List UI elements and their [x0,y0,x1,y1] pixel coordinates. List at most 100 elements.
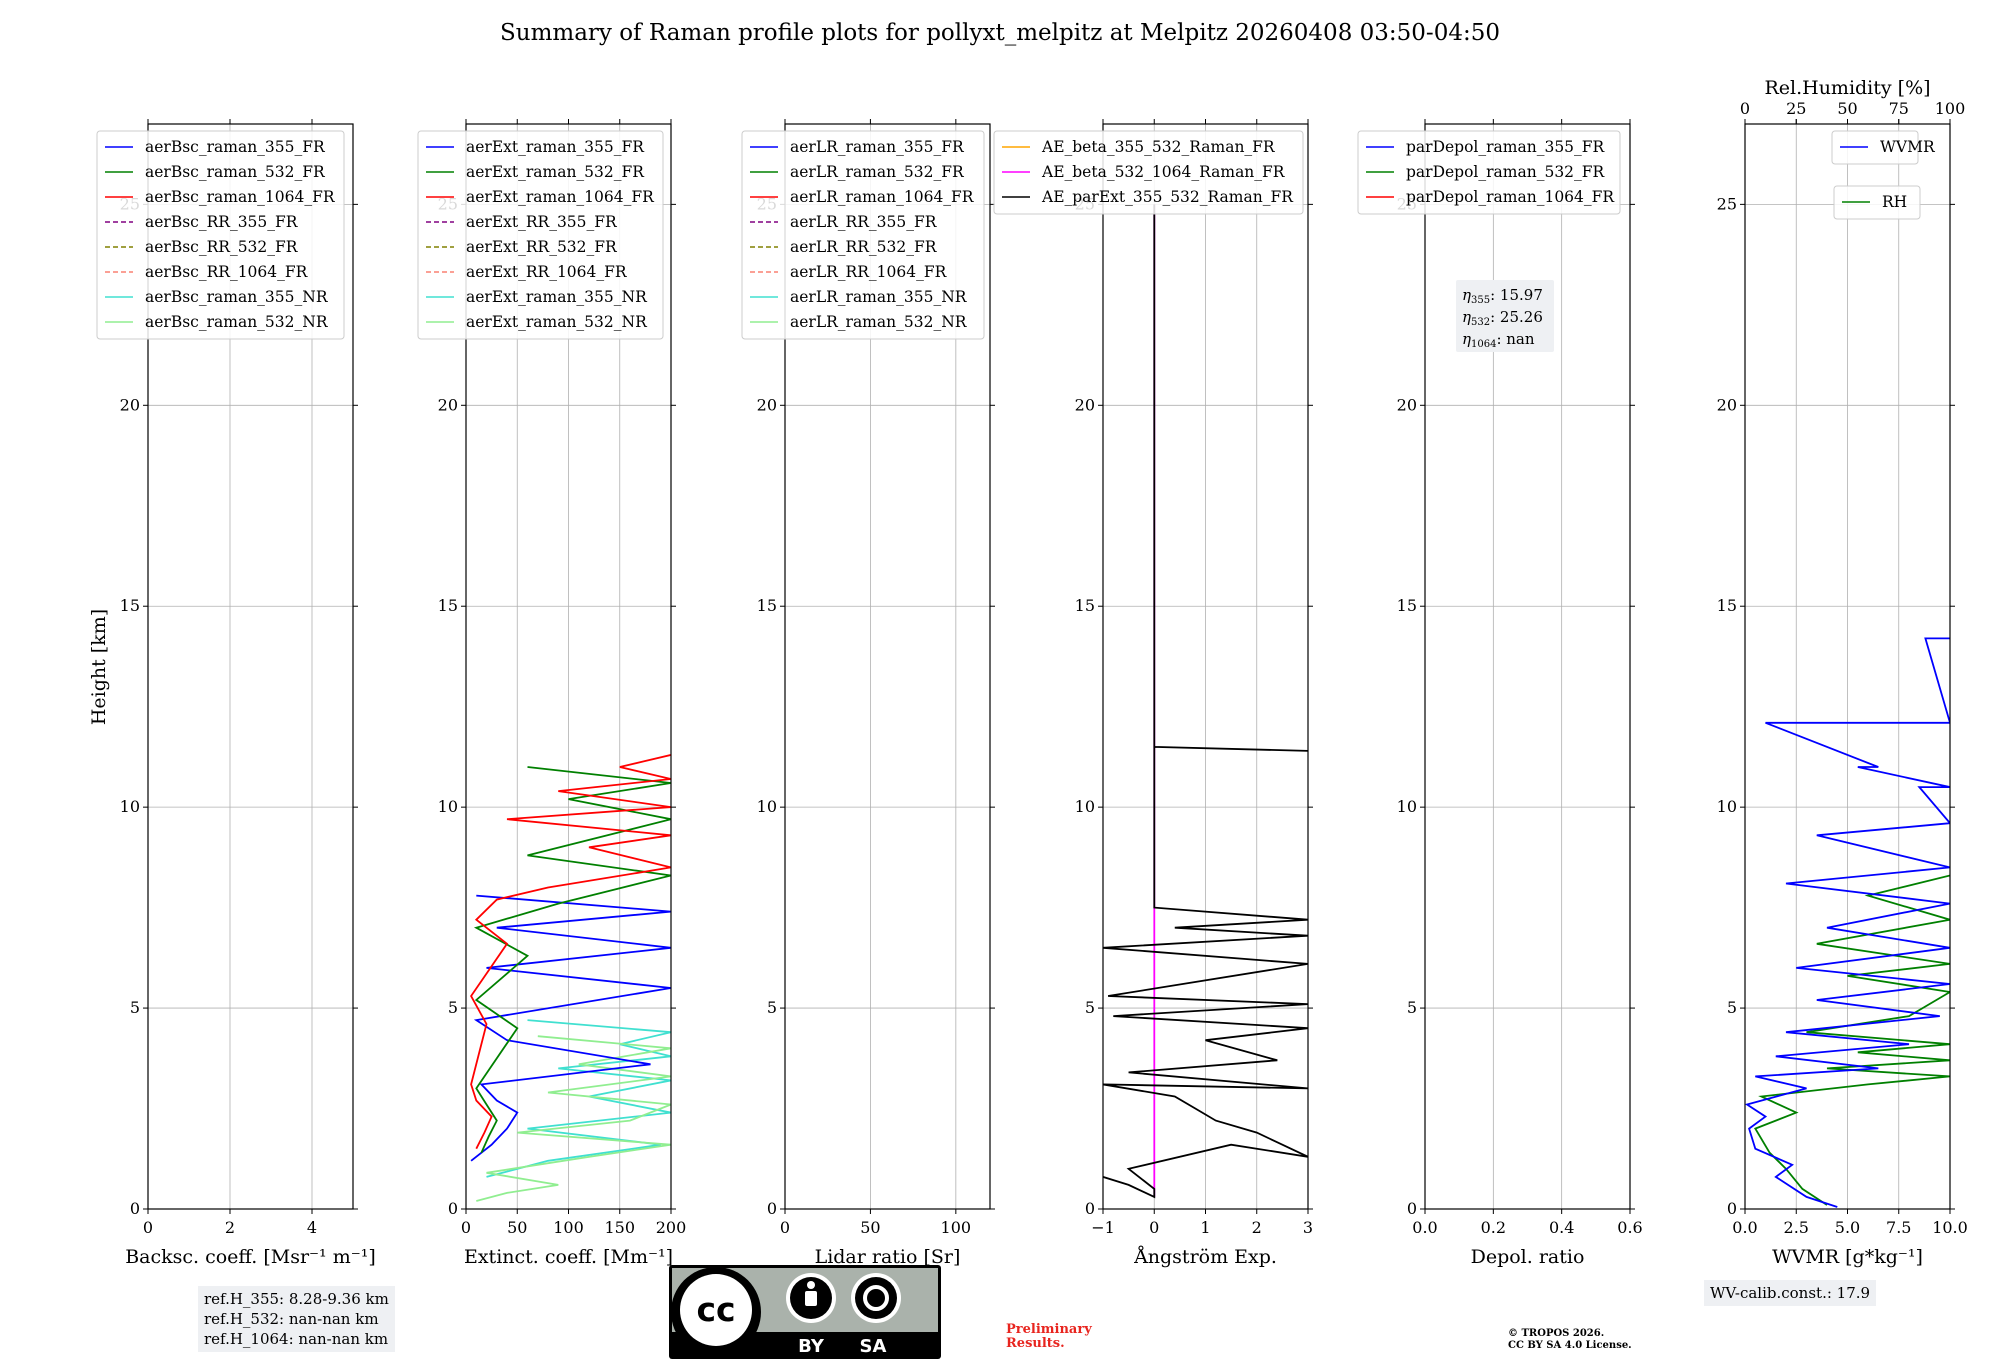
y-tick-label: 0 [130,1199,140,1218]
x-tick-label: 0 [1149,1218,1159,1237]
x-tick-label: 0 [461,1218,471,1237]
x-axis-label: WVMR [g*kg⁻¹] [1772,1246,1923,1268]
x-tick-label: 4 [307,1218,317,1237]
legend-item-label: aerBsc_RR_355_FR [145,213,299,231]
eta-subscript: 1064 [1471,339,1496,350]
x-tick-label: 1 [1200,1218,1210,1237]
legend-item-label: aerBsc_raman_1064_FR [145,188,336,206]
attribution-person-icon [807,1281,815,1289]
y-tick-label: 25 [1717,194,1737,213]
y-axis-label: Height [km] [88,609,110,725]
wv-calibration-value: WV-calib.const.: 17.9 [1710,1284,1871,1302]
x-tick-label: 0.0 [1412,1218,1437,1237]
top-x-tick-label: 0 [1740,99,1750,118]
top-x-tick-label: 100 [1935,99,1966,118]
x-axis-label: Depol. ratio [1471,1246,1585,1268]
legend: aerLR_raman_355_FR aerLR_raman_532_FR aerL… [741,130,985,340]
legend-item-label: aerLR_RR_355_FR [790,213,938,231]
legend-item-label: aerExt_raman_532_NR [466,313,648,331]
legend-item-label: aerExt_RR_1064_FR [466,263,628,281]
sa-text: SA [860,1336,887,1357]
top-axis-label: Rel.Humidity [%] [1764,77,1930,99]
series-line-RH [1753,874,1950,1206]
y-tick-label: 5 [448,998,458,1017]
x-tick-label: 100 [553,1218,584,1237]
copyright-line-2: CC BY SA 4.0 License. [1508,1340,1632,1351]
series-line-aerExt_raman_355_NR [486,1019,671,1178]
top-x-tick-label: 25 [1786,99,1806,118]
panel-bsc: 0510152025024Backsc. coeff. [Msr⁻¹ m⁻¹]a… [96,119,376,1268]
copyright-line-1: © TROPOS 2026. [1508,1328,1605,1339]
x-axis-label: Ångström Exp. [1133,1246,1277,1268]
panel-lr: 0510152025050100Lidar ratio [Sr]aerLR_ra… [741,119,995,1268]
plot-frame [1424,123,1631,1210]
plot-frame [147,123,354,1210]
ref-height-1064: ref.H_1064: nan-nan km [204,1330,389,1348]
copyright-note: © TROPOS 2026. CC BY SA 4.0 License. [1508,1328,1632,1352]
ref-height-532: ref.H_532: nan-nan km [204,1310,379,1328]
y-tick-label: 20 [1397,395,1417,414]
legend-item-label: aerBsc_RR_532_FR [145,238,299,256]
legend-item-label: AE_parExt_355_532_Raman_FR [1041,188,1294,206]
x-axis-label: Backsc. coeff. [Msr⁻¹ m⁻¹] [125,1246,376,1268]
x-tick-label: 200 [656,1218,687,1237]
wv-calibration-box: WV-calib.const.: 17.9 [1704,1280,1877,1306]
y-tick-label: 5 [1407,998,1417,1017]
top-x-tick-label: 50 [1837,99,1857,118]
preliminary-line-2: Results. [1006,1336,1065,1351]
y-tick-label: 5 [767,998,777,1017]
legend: aerExt_raman_355_FR aerExt_raman_532_FRae… [417,130,664,340]
legend-item-label: aerLR_RR_1064_FR [790,263,948,281]
top-x-tick-label: 75 [1889,99,1909,118]
legend: WVMR [1831,130,1936,165]
series-line-AE_parExt_355_532_Raman_FR [1103,204,1308,1199]
figure-title: Summary of Raman profile plots for polly… [500,20,1500,46]
legend-frame [1831,130,1919,165]
x-tick-label: 2 [225,1218,235,1237]
y-tick-label: 15 [1717,596,1737,615]
preliminary-note: Preliminary Results. [1006,1323,1092,1351]
x-tick-label: 10.0 [1932,1218,1968,1237]
preliminary-line-1: Preliminary [1006,1322,1092,1337]
series-line-aerExt_raman_532_FR [473,766,671,1154]
eta-entry: η1064: nan [1462,330,1535,350]
legend-item-label: aerLR_raman_532_NR [790,313,968,331]
y-tick-label: 20 [1075,395,1095,414]
y-tick-label: 10 [120,797,140,816]
y-tick-label: 10 [1397,797,1417,816]
legend-item-label: aerBsc_raman_532_NR [145,313,329,331]
y-tick-label: 5 [1727,998,1737,1017]
x-tick-label: 5.0 [1835,1218,1860,1237]
x-tick-label: 50 [507,1218,527,1237]
legend-item-label: aerLR_raman_532_FR [790,163,965,181]
x-tick-label: 2.5 [1784,1218,1809,1237]
y-tick-label: 0 [767,1199,777,1218]
legend-frame [1357,130,1621,215]
legend-item-label: parDepol_raman_1064_FR [1406,188,1615,206]
share-alike-icon [863,1285,889,1311]
x-axis-label: Extinct. coeff. [Mm⁻¹] [464,1246,673,1268]
legend-item-label: aerLR_raman_1064_FR [790,188,975,206]
series-line-aerExt_raman_532_NR [476,1035,671,1202]
legend: AE_beta_355_532_Raman_FR AE_beta_532_1064… [993,130,1304,215]
y-tick-label: 0 [448,1199,458,1218]
y-tick-label: 20 [1717,395,1737,414]
cc-text: cc [696,1290,735,1329]
legend-item-label: aerExt_raman_1064_FR [466,188,655,206]
y-tick-label: 10 [1717,797,1737,816]
plot-frame [784,123,991,1210]
x-tick-label: 0.0 [1732,1218,1757,1237]
eta-value: : nan [1496,330,1534,348]
eta-symbol: η [1462,286,1471,304]
x-tick-label: 7.5 [1886,1218,1911,1237]
legend-frame [741,130,985,340]
y-tick-label: 5 [130,998,140,1017]
panel-wv: 0 5 10 15 20 25 0.0 2.5 5.0 7.5 10.0 WVMR [g*kg⁻¹] 0… [1717,77,1968,1268]
y-tick-label: 15 [757,596,777,615]
legend-item-label: aerLR_raman_355_NR [790,288,968,306]
eta-value: : 15.97 [1490,286,1543,304]
legend-item-label: parDepol_raman_532_FR [1406,163,1606,181]
y-tick-label: 15 [438,596,458,615]
y-tick-label: 15 [1397,596,1417,615]
